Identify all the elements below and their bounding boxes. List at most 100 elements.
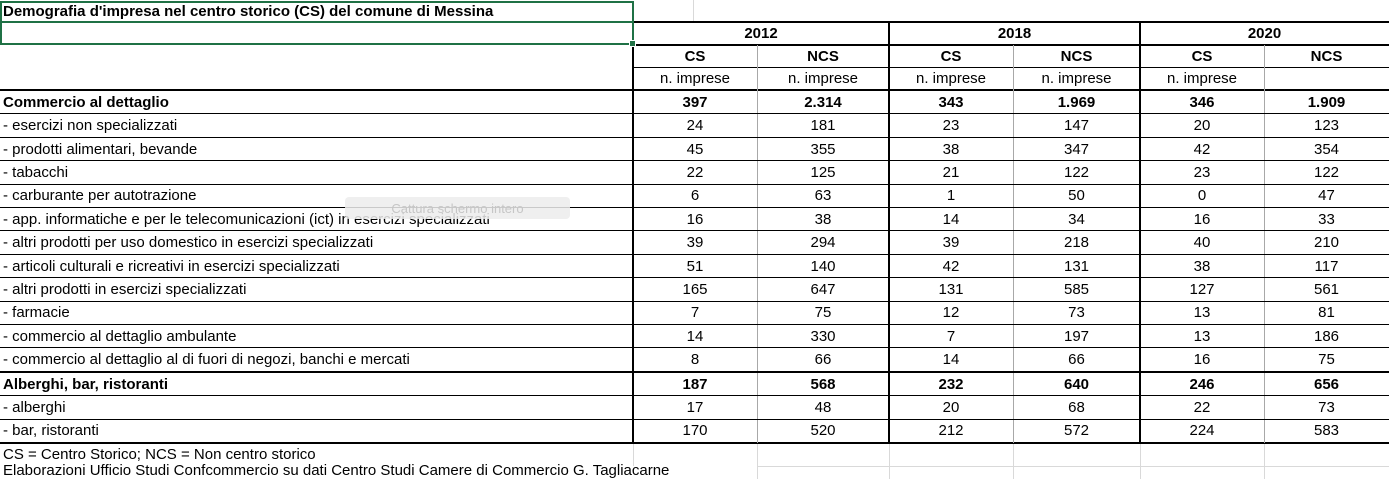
row-label[interactable]: - articoli culturali e ricreativi in ese… xyxy=(3,257,340,275)
value-cell[interactable]: 117 xyxy=(1314,257,1339,275)
value-cell[interactable]: 20 xyxy=(942,398,960,416)
col-header-cs-2018[interactable]: CS xyxy=(940,48,962,65)
value-cell[interactable]: 73 xyxy=(1068,304,1085,322)
value-cell[interactable]: 2.314 xyxy=(804,93,842,111)
value-cell[interactable]: 0 xyxy=(1197,187,1207,205)
value-cell[interactable]: 131 xyxy=(938,280,964,298)
row-label[interactable]: - altri prodotti in esercizi specializza… xyxy=(3,280,247,298)
value-cell[interactable]: 131 xyxy=(1063,257,1090,275)
year-header-2012[interactable]: 2012 xyxy=(744,25,778,42)
value-cell[interactable]: 6 xyxy=(690,187,700,205)
value-cell[interactable]: 561 xyxy=(1313,280,1340,298)
value-cell[interactable]: 66 xyxy=(814,351,832,369)
unit-header[interactable]: n. imprese xyxy=(787,70,859,87)
unit-header[interactable]: n. imprese xyxy=(1041,70,1112,87)
value-cell[interactable]: 187 xyxy=(682,375,708,393)
value-cell[interactable]: 63 xyxy=(814,187,832,205)
value-cell[interactable]: 39 xyxy=(686,234,704,252)
value-cell[interactable]: 218 xyxy=(1063,234,1090,252)
value-cell[interactable]: 38 xyxy=(1193,257,1211,275)
value-cell[interactable]: 50 xyxy=(1068,187,1085,205)
row-label[interactable]: - bar, ristoranti xyxy=(3,422,99,440)
value-cell[interactable]: 14 xyxy=(686,327,704,345)
row-label[interactable]: - alberghi xyxy=(3,398,66,416)
value-cell[interactable]: 181 xyxy=(810,117,836,135)
value-cell[interactable]: 640 xyxy=(1063,375,1090,393)
value-cell[interactable]: 1.969 xyxy=(1057,93,1096,111)
row-label[interactable]: - commercio al dettaglio ambulante xyxy=(3,327,237,345)
value-cell[interactable]: 212 xyxy=(938,422,964,440)
value-cell[interactable]: 14 xyxy=(942,210,960,228)
row-label[interactable]: - commercio al dettaglio al di fuori di … xyxy=(3,351,410,369)
value-cell[interactable]: 33 xyxy=(1318,210,1335,228)
value-cell[interactable]: 186 xyxy=(1313,327,1340,345)
value-cell[interactable]: 68 xyxy=(1068,398,1085,416)
value-cell[interactable]: 568 xyxy=(810,375,836,393)
value-cell[interactable]: 140 xyxy=(810,257,836,275)
value-cell[interactable]: 330 xyxy=(810,327,836,345)
value-cell[interactable]: 354 xyxy=(1313,140,1340,158)
value-cell[interactable]: 397 xyxy=(682,93,708,111)
value-cell[interactable]: 585 xyxy=(1063,280,1090,298)
value-cell[interactable]: 66 xyxy=(1068,351,1085,369)
value-cell[interactable]: 23 xyxy=(942,117,960,135)
value-cell[interactable]: 123 xyxy=(1313,117,1340,135)
footnote-source[interactable]: Elaborazioni Ufficio Studi Confcommercio… xyxy=(3,462,670,479)
value-cell[interactable]: 347 xyxy=(1063,140,1090,158)
value-cell[interactable]: 122 xyxy=(1313,163,1340,181)
value-cell[interactable]: 125 xyxy=(810,163,836,181)
row-label[interactable]: - carburante per autotrazione xyxy=(3,187,197,205)
col-header-ncs-2012[interactable]: NCS xyxy=(807,48,839,65)
col-header-ncs-2020[interactable]: NCS xyxy=(1310,48,1343,65)
value-cell[interactable]: 656 xyxy=(1313,375,1340,393)
row-label[interactable]: - esercizi non specializzati xyxy=(3,117,178,135)
value-cell[interactable]: 38 xyxy=(942,140,960,158)
year-header-2018[interactable]: 2018 xyxy=(997,25,1032,42)
value-cell[interactable]: 572 xyxy=(1063,422,1090,440)
value-cell[interactable]: 165 xyxy=(682,280,708,298)
value-cell[interactable]: 14 xyxy=(942,351,960,369)
value-cell[interactable]: 122 xyxy=(1063,163,1090,181)
value-cell[interactable]: 48 xyxy=(814,398,832,416)
value-cell[interactable]: 16 xyxy=(686,210,704,228)
value-cell[interactable]: 346 xyxy=(1189,93,1215,111)
value-cell[interactable]: 127 xyxy=(1189,280,1215,298)
unit-header[interactable]: n. imprese xyxy=(915,70,987,87)
col-header-ncs-2018[interactable]: NCS xyxy=(1060,48,1093,65)
row-label[interactable]: - farmacie xyxy=(3,304,70,322)
value-cell[interactable]: 17 xyxy=(686,398,704,416)
value-cell[interactable]: 75 xyxy=(1318,351,1335,369)
value-cell[interactable]: 8 xyxy=(690,351,700,369)
col-header-cs-2020[interactable]: CS xyxy=(1191,48,1213,65)
value-cell[interactable]: 45 xyxy=(686,140,704,158)
value-cell[interactable]: 16 xyxy=(1193,351,1211,369)
value-cell[interactable]: 13 xyxy=(1193,327,1211,345)
value-cell[interactable]: 7 xyxy=(690,304,700,322)
value-cell[interactable]: 232 xyxy=(938,375,964,393)
value-cell[interactable]: 355 xyxy=(810,140,836,158)
value-cell[interactable]: 21 xyxy=(942,163,960,181)
value-cell[interactable]: 520 xyxy=(810,422,836,440)
value-cell[interactable]: 16 xyxy=(1193,210,1211,228)
sheet-title-cell[interactable]: Demografia d'impresa nel centro storico … xyxy=(3,3,494,20)
value-cell[interactable]: 647 xyxy=(810,280,836,298)
value-cell[interactable]: 170 xyxy=(682,422,708,440)
value-cell[interactable]: 47 xyxy=(1318,187,1335,205)
value-cell[interactable]: 246 xyxy=(1189,375,1215,393)
row-label[interactable]: - tabacchi xyxy=(3,163,69,181)
value-cell[interactable]: 51 xyxy=(686,257,704,275)
row-label[interactable]: - prodotti alimentari, bevande xyxy=(3,140,198,158)
value-cell[interactable]: 7 xyxy=(946,327,956,345)
unit-header[interactable] xyxy=(1264,68,1389,89)
value-cell[interactable]: 583 xyxy=(1313,422,1340,440)
value-cell[interactable]: 210 xyxy=(1313,234,1340,252)
value-cell[interactable]: 42 xyxy=(1193,140,1211,158)
value-cell[interactable]: 13 xyxy=(1193,304,1211,322)
value-cell[interactable]: 24 xyxy=(686,117,704,135)
value-cell[interactable]: 38 xyxy=(814,210,832,228)
unit-header[interactable]: n. imprese xyxy=(1166,70,1238,87)
value-cell[interactable]: 39 xyxy=(942,234,960,252)
value-cell[interactable]: 147 xyxy=(1063,117,1090,135)
value-cell[interactable]: 343 xyxy=(938,93,964,111)
value-cell[interactable]: 40 xyxy=(1193,234,1211,252)
